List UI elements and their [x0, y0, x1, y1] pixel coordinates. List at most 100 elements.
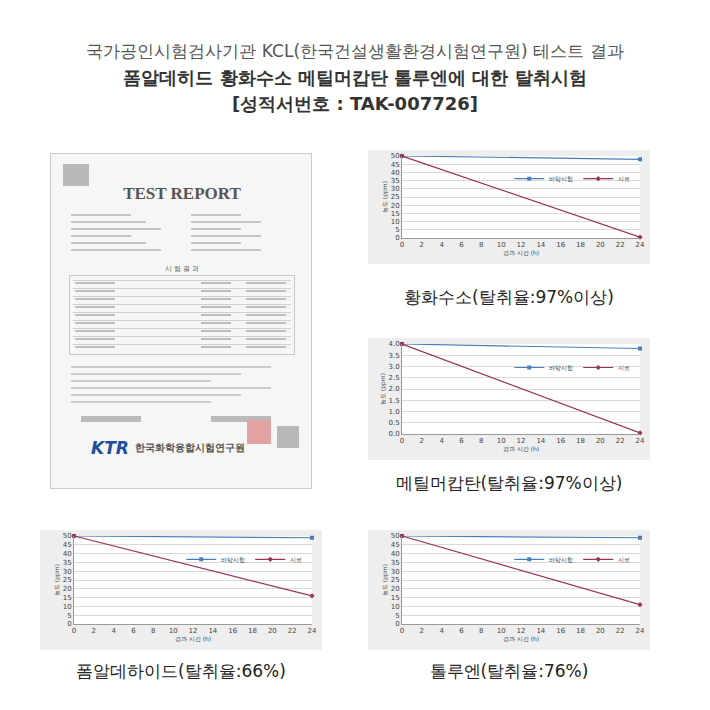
svg-text:24: 24 [636, 627, 645, 635]
svg-text:2: 2 [420, 241, 424, 249]
svg-text:경과 시간 (h): 경과 시간 (h) [503, 635, 539, 642]
svg-text:1.0: 1.0 [388, 408, 399, 416]
svg-text:바탕시험: 바탕시험 [549, 175, 573, 182]
svg-text:0.5: 0.5 [388, 419, 399, 427]
svg-text:22: 22 [288, 627, 297, 635]
svg-text:40: 40 [63, 550, 72, 558]
svg-text:35: 35 [391, 177, 400, 185]
svg-text:10: 10 [497, 437, 506, 445]
svg-text:농도 (ppm): 농도 (ppm) [381, 181, 389, 213]
svg-text:16: 16 [556, 627, 565, 635]
svg-text:22: 22 [616, 241, 625, 249]
svg-text:바탕시험: 바탕시험 [549, 556, 573, 563]
svg-text:시료: 시료 [618, 175, 630, 182]
svg-text:12: 12 [517, 241, 526, 249]
svg-text:3.0: 3.0 [388, 363, 399, 371]
svg-text:10: 10 [391, 218, 400, 226]
svg-text:25: 25 [391, 193, 400, 201]
svg-text:25: 25 [63, 576, 72, 584]
svg-text:1.5: 1.5 [388, 397, 399, 405]
svg-text:4.0: 4.0 [388, 340, 399, 348]
svg-text:바탕시험: 바탕시험 [221, 556, 245, 563]
svg-text:30: 30 [391, 185, 400, 193]
svg-text:바탕시험: 바탕시험 [549, 364, 573, 371]
svg-text:6: 6 [459, 627, 464, 635]
svg-text:2: 2 [92, 627, 96, 635]
svg-text:10: 10 [169, 627, 178, 635]
svg-text:경과 시간 (h): 경과 시간 (h) [503, 249, 539, 256]
svg-text:15: 15 [391, 594, 400, 602]
svg-text:8: 8 [479, 437, 483, 445]
svg-text:12: 12 [517, 627, 526, 635]
svg-text:2: 2 [420, 627, 424, 635]
svg-text:25: 25 [391, 576, 400, 584]
svg-text:20: 20 [391, 585, 400, 593]
svg-text:4: 4 [439, 437, 444, 445]
svg-text:2.0: 2.0 [388, 385, 399, 393]
svg-text:시료: 시료 [618, 556, 630, 563]
svg-text:6: 6 [131, 627, 136, 635]
svg-text:8: 8 [151, 627, 155, 635]
svg-text:45: 45 [391, 161, 400, 169]
svg-text:6: 6 [459, 241, 464, 249]
svg-text:0: 0 [72, 627, 76, 635]
svg-text:40: 40 [391, 169, 400, 177]
svg-text:10: 10 [63, 603, 72, 611]
svg-text:16: 16 [556, 241, 565, 249]
svg-text:35: 35 [63, 559, 72, 567]
svg-text:24: 24 [308, 627, 317, 635]
svg-text:30: 30 [391, 568, 400, 576]
svg-text:20: 20 [596, 241, 605, 249]
svg-text:4: 4 [439, 241, 444, 249]
svg-text:15: 15 [391, 210, 400, 218]
svg-text:14: 14 [208, 627, 217, 635]
svg-text:24: 24 [636, 437, 645, 445]
svg-text:0: 0 [400, 437, 404, 445]
svg-text:22: 22 [616, 437, 625, 445]
svg-text:18: 18 [576, 627, 585, 635]
svg-text:35: 35 [391, 559, 400, 567]
svg-text:20: 20 [391, 202, 400, 210]
svg-text:시료: 시료 [290, 556, 302, 563]
svg-text:16: 16 [556, 437, 565, 445]
svg-text:10: 10 [391, 603, 400, 611]
svg-text:15: 15 [63, 594, 72, 602]
svg-text:0: 0 [67, 620, 71, 628]
svg-text:18: 18 [576, 241, 585, 249]
svg-text:10: 10 [497, 241, 506, 249]
svg-text:14: 14 [536, 437, 545, 445]
svg-text:45: 45 [63, 541, 72, 549]
svg-text:2.5: 2.5 [388, 374, 399, 382]
svg-text:16: 16 [228, 627, 237, 635]
svg-text:0: 0 [395, 234, 399, 242]
svg-text:농도 (ppm): 농도 (ppm) [379, 373, 387, 405]
svg-text:4: 4 [111, 627, 116, 635]
svg-text:30: 30 [63, 568, 72, 576]
svg-text:3.5: 3.5 [388, 352, 399, 360]
svg-text:2: 2 [420, 437, 424, 445]
svg-text:12: 12 [189, 627, 198, 635]
svg-text:0: 0 [395, 620, 399, 628]
svg-text:경과 시간 (h): 경과 시간 (h) [503, 445, 539, 452]
svg-text:농도 (ppm): 농도 (ppm) [53, 564, 61, 596]
svg-text:45: 45 [391, 541, 400, 549]
svg-text:5: 5 [395, 612, 399, 620]
svg-text:20: 20 [63, 585, 72, 593]
svg-text:6: 6 [459, 437, 464, 445]
svg-text:18: 18 [248, 627, 257, 635]
svg-text:18: 18 [576, 437, 585, 445]
svg-text:5: 5 [395, 226, 399, 234]
svg-text:농도 (ppm): 농도 (ppm) [381, 564, 389, 596]
svg-text:시료: 시료 [618, 364, 630, 371]
svg-text:14: 14 [536, 627, 545, 635]
svg-text:5: 5 [67, 612, 71, 620]
svg-text:50: 50 [63, 532, 72, 540]
svg-text:0.0: 0.0 [388, 430, 399, 438]
svg-text:20: 20 [268, 627, 277, 635]
svg-text:12: 12 [517, 437, 526, 445]
svg-text:24: 24 [636, 241, 645, 249]
svg-text:4: 4 [439, 627, 444, 635]
svg-text:10: 10 [497, 627, 506, 635]
svg-text:0: 0 [400, 627, 404, 635]
svg-text:20: 20 [596, 437, 605, 445]
